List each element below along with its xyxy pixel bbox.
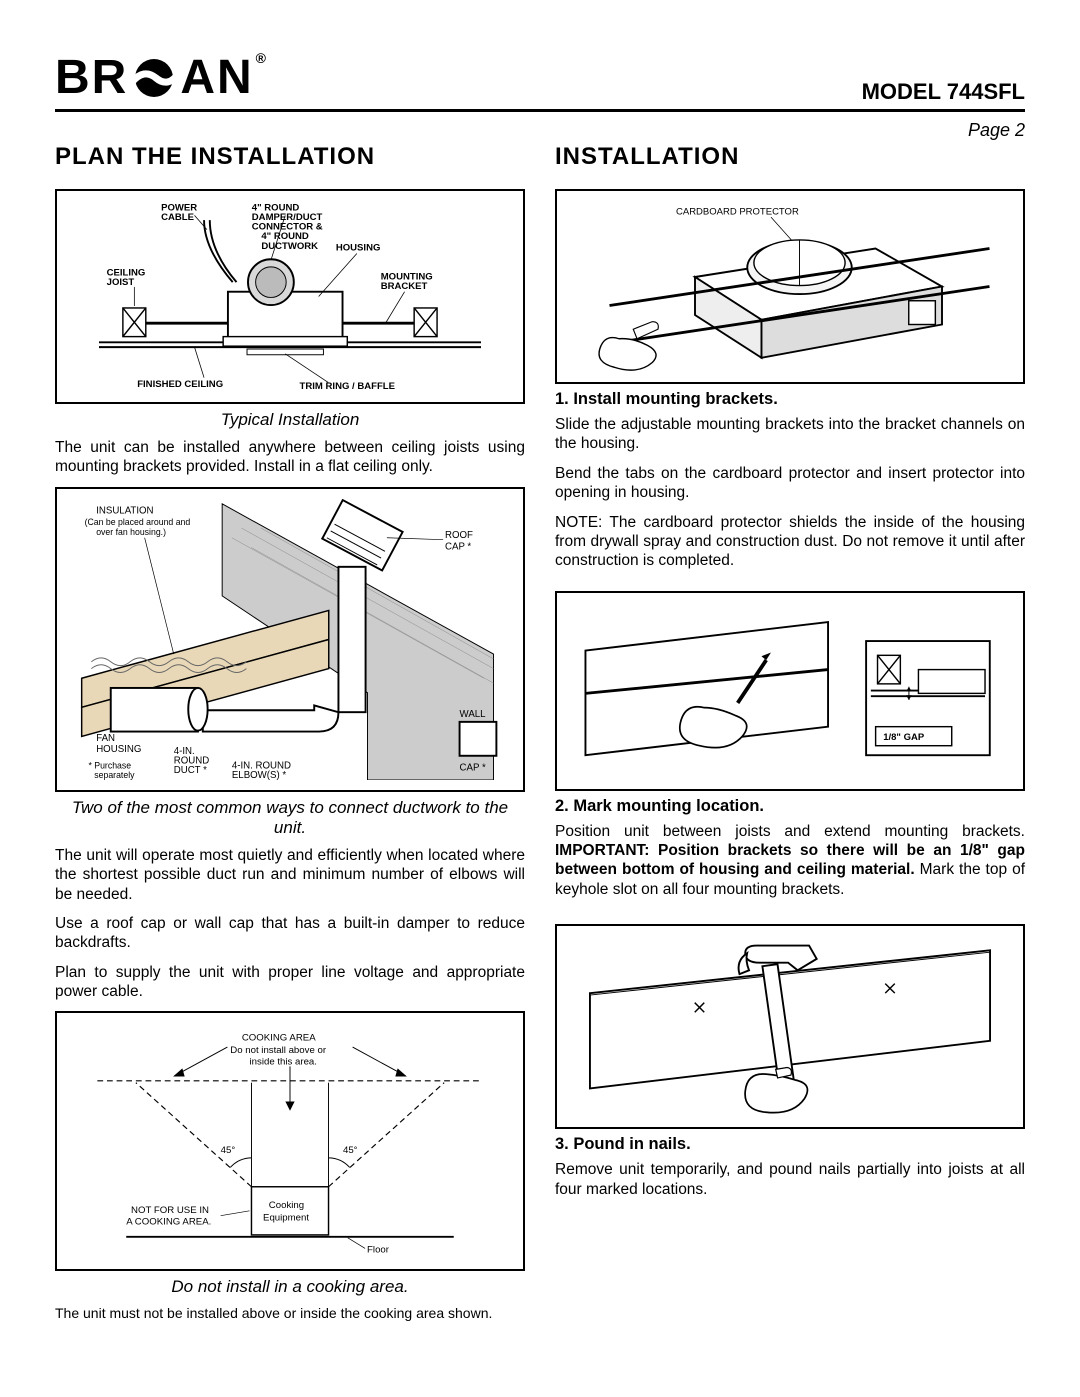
svg-text:BRACKET: BRACKET xyxy=(381,281,428,292)
svg-text:HOUSING: HOUSING xyxy=(336,243,381,254)
svg-text:1/8" GAP: 1/8" GAP xyxy=(883,732,925,743)
content-columns: PLAN THE INSTALLATION xyxy=(55,143,1025,1333)
step2-p1a: Position unit between joists and extend … xyxy=(555,823,1025,840)
svg-text:45°: 45° xyxy=(343,1145,358,1156)
svg-text:WALL: WALL xyxy=(460,709,487,720)
step1-p3: NOTE: The cardboard protector shields th… xyxy=(555,513,1025,571)
svg-text:FINISHED CEILING: FINISHED CEILING xyxy=(137,379,223,390)
svg-text:CARDBOARD PROTECTOR: CARDBOARD PROTECTOR xyxy=(676,206,799,217)
step2-title: 2. Mark mounting location. xyxy=(555,797,1025,816)
svg-text:CAP *: CAP * xyxy=(445,541,471,552)
svg-text:over fan housing.): over fan housing.) xyxy=(96,527,166,537)
step2-p1: Position unit between joists and extend … xyxy=(555,822,1025,900)
svg-text:CABLE: CABLE xyxy=(161,212,194,223)
install-title: INSTALLATION xyxy=(555,143,1025,171)
svg-text:INSULATION: INSULATION xyxy=(96,505,153,516)
svg-text:ELBOW(S) *: ELBOW(S) * xyxy=(232,770,287,780)
right-column: INSTALLATION CARDBOARD PROTECTOR xyxy=(555,143,1025,1333)
brand-b: BR xyxy=(55,50,128,105)
fig3-caption: Do not install in a cooking area. xyxy=(55,1277,525,1297)
step1-p2: Bend the tabs on the cardboard protector… xyxy=(555,464,1025,503)
svg-text:45°: 45° xyxy=(221,1145,236,1156)
svg-text:HOUSING: HOUSING xyxy=(96,744,141,755)
left-column: PLAN THE INSTALLATION xyxy=(55,143,525,1333)
brand-an: AN xyxy=(180,50,253,105)
para1: The unit can be installed anywhere betwe… xyxy=(55,438,525,477)
svg-text:* Purchase: * Purchase xyxy=(88,760,131,770)
svg-text:inside this area.: inside this area. xyxy=(250,1057,317,1068)
fig1-caption: Typical Installation xyxy=(55,410,525,430)
svg-text:Equipment: Equipment xyxy=(263,1213,309,1224)
step3-title: 3. Pound in nails. xyxy=(555,1135,1025,1154)
para2a: The unit will operate most quietly and e… xyxy=(55,846,525,904)
model-label: MODEL 744SFL xyxy=(862,79,1025,105)
figure-pound-nails xyxy=(555,924,1025,1129)
step1-title: 1. Install mounting brackets. xyxy=(555,390,1025,409)
figure-cardboard-protector: CARDBOARD PROTECTOR xyxy=(555,189,1025,384)
figure-typical-install: POWER CABLE 4" ROUND DAMPER/DUCT CONNECT… xyxy=(55,189,525,404)
page-number: Page 2 xyxy=(55,120,1025,141)
svg-text:Do not install above or: Do not install above or xyxy=(230,1045,327,1056)
step1-p1: Slide the adjustable mounting brackets i… xyxy=(555,415,1025,454)
registered-icon: ® xyxy=(256,50,268,66)
step3-p1: Remove unit temporarily, and pound nails… xyxy=(555,1160,1025,1199)
svg-text:ROOF: ROOF xyxy=(445,530,473,541)
para2c: Plan to supply the unit with proper line… xyxy=(55,963,525,1002)
fig2-caption: Two of the most common ways to connect d… xyxy=(55,798,525,838)
logo-swirl-icon xyxy=(126,58,182,98)
svg-text:FAN: FAN xyxy=(96,733,115,744)
svg-text:A COOKING AREA.: A COOKING AREA. xyxy=(126,1217,211,1228)
para3: The unit must not be installed above or … xyxy=(55,1305,525,1323)
para2b: Use a roof cap or wall cap that has a bu… xyxy=(55,914,525,953)
figure-ductwork: INSULATION (Can be placed around and ove… xyxy=(55,487,525,792)
svg-text:NOT FOR USE IN: NOT FOR USE IN xyxy=(131,1205,209,1216)
svg-text:DUCTWORK: DUCTWORK xyxy=(261,241,318,252)
page-header: BR AN ® MODEL 744SFL xyxy=(55,50,1025,112)
brand-logo: BR AN ® xyxy=(55,50,266,105)
svg-text:JOIST: JOIST xyxy=(107,277,135,288)
svg-text:CAP *: CAP * xyxy=(460,762,486,773)
svg-text:COOKING AREA: COOKING AREA xyxy=(242,1033,316,1044)
svg-text:Cooking: Cooking xyxy=(269,1200,304,1211)
plan-title: PLAN THE INSTALLATION xyxy=(55,143,525,171)
figure-mark-location: 1/8" GAP xyxy=(555,591,1025,791)
svg-text:DUCT *: DUCT * xyxy=(174,765,207,776)
svg-text:TRIM RING / BAFFLE: TRIM RING / BAFFLE xyxy=(300,381,395,392)
figure-cooking-area: COOKING AREA Do not install above or ins… xyxy=(55,1011,525,1271)
svg-text:Floor: Floor xyxy=(367,1245,390,1256)
svg-text:separately: separately xyxy=(94,770,135,780)
svg-text:(Can be placed around and: (Can be placed around and xyxy=(85,517,191,527)
